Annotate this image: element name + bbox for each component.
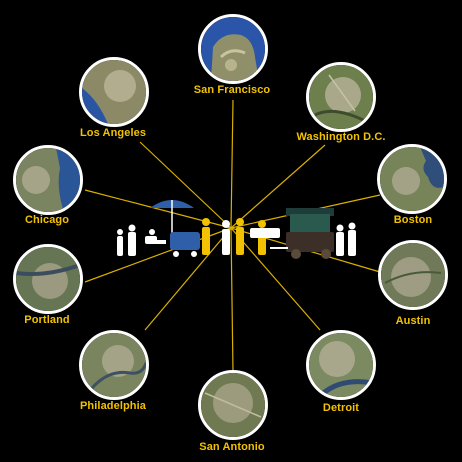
map-icon — [309, 333, 373, 397]
map-icon — [16, 148, 80, 212]
people-center — [222, 220, 280, 255]
map-icon — [201, 373, 265, 437]
map-philadelphia — [79, 330, 149, 400]
map-detroit — [306, 330, 376, 400]
map-boston — [377, 144, 447, 214]
label-philadelphia: Philadelphia — [80, 400, 146, 412]
map-austin — [378, 240, 448, 310]
people-right — [336, 222, 356, 256]
map-washington-dc — [306, 62, 376, 132]
food-cart — [270, 208, 334, 259]
map-icon — [201, 17, 265, 81]
connector-detroit — [230, 227, 321, 331]
label-detroit: Detroit — [322, 402, 360, 414]
map-icon — [381, 243, 445, 307]
umbrella-cart — [150, 200, 200, 257]
map-chicago — [13, 145, 83, 215]
map-portland — [13, 244, 83, 314]
label-portland: Portland — [24, 314, 70, 326]
label-chicago: Chicago — [24, 214, 70, 226]
label-san-antonio: San Antonio — [199, 441, 265, 453]
connector-los-angeles — [139, 141, 232, 229]
connector-washington-dc — [230, 144, 326, 229]
label-san-francisco: San Francisco — [193, 84, 271, 96]
map-icon — [16, 247, 80, 311]
map-icon — [380, 147, 444, 211]
street-vendors-illustration — [117, 200, 356, 259]
map-san-antonio — [198, 370, 268, 440]
label-austin: Austin — [395, 315, 431, 327]
connector-san-antonio — [230, 227, 234, 373]
map-los-angeles — [79, 57, 149, 127]
label-boston: Boston — [393, 214, 433, 226]
label-washington-dc: Washington D.C. — [296, 131, 386, 143]
connector-philadelphia — [144, 227, 232, 331]
map-icon — [82, 333, 146, 397]
map-icon — [309, 65, 373, 129]
people-left — [117, 224, 166, 256]
map-icon — [82, 60, 146, 124]
connector-san-francisco — [230, 99, 234, 229]
map-san-francisco — [198, 14, 268, 84]
label-los-angeles: Los Angeles — [79, 127, 147, 139]
